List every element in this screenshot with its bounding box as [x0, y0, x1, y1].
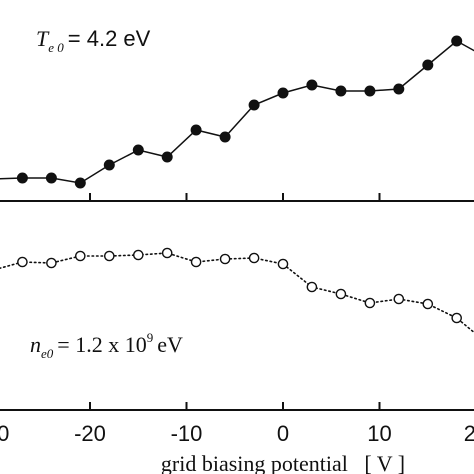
data-point: [277, 258, 289, 270]
data-point: [45, 172, 57, 184]
data-point: [364, 85, 376, 97]
x-axis-title: grid biasing potential [ V ]: [161, 451, 405, 474]
data-point: [335, 85, 347, 97]
x-tick-label: 0: [277, 421, 289, 446]
upper-annotation-value: = 4.2 eV: [68, 26, 151, 51]
x-axis-ticks: -30 -20 -10 0 10 20: [0, 193, 474, 446]
data-point: [17, 256, 28, 268]
data-point: [103, 159, 115, 171]
panel-frames: [0, 200, 474, 411]
lower-annotation-unit: eV: [157, 332, 183, 357]
data-point: [306, 79, 318, 91]
data-point: [161, 151, 173, 163]
lower-annotation-value: = 1.2 x 10: [57, 332, 146, 357]
data-point: [306, 281, 318, 293]
data-point: [422, 59, 434, 71]
lower-annotation-symbol: n: [30, 332, 41, 357]
data-point: [422, 298, 434, 310]
data-point: [219, 253, 231, 265]
data-point: [190, 256, 202, 268]
x-tick-label: 10: [367, 421, 391, 446]
x-tick-label: -20: [74, 421, 106, 446]
data-point: [364, 297, 376, 309]
data-point: [132, 144, 144, 156]
data-point: [46, 257, 57, 269]
data-point: [393, 293, 405, 305]
lower-panel: [0, 247, 474, 334]
upper-panel: [0, 35, 474, 189]
data-point: [277, 87, 289, 99]
data-point: [248, 99, 260, 111]
x-tick-label: -30: [0, 421, 9, 446]
x-tick-label: 20: [464, 421, 474, 446]
data-point: [132, 249, 144, 261]
data-point: [393, 83, 405, 95]
upper-annotation-symbol: T: [36, 26, 50, 51]
data-point: [16, 172, 28, 184]
data-point: [451, 312, 463, 324]
series-line: [0, 40, 474, 184]
lower-annotation-subscript: e0: [41, 346, 54, 361]
data-point: [451, 35, 463, 47]
x-tick-label: -10: [171, 421, 203, 446]
data-point: [248, 252, 260, 264]
data-point: [190, 124, 202, 136]
data-point: [104, 250, 115, 262]
data-point: [335, 288, 347, 300]
upper-annotation-subscript: e 0: [48, 40, 64, 55]
data-point: [161, 247, 173, 259]
lower-annotation-exponent: 9: [147, 330, 154, 345]
data-point: [219, 131, 231, 143]
lower-annotation: ne0 = 1.2 x 109 eV: [30, 330, 183, 361]
upper-annotation: Te 0 = 4.2 eV: [36, 26, 151, 55]
data-point: [75, 250, 86, 262]
data-point: [74, 177, 86, 189]
